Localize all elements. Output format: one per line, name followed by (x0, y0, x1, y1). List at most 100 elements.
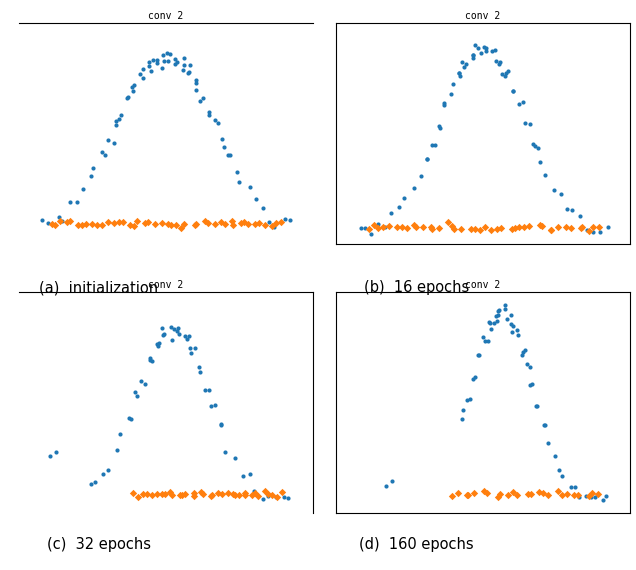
Point (502, 491, 513, 500)
Point (416, 172, 426, 181)
Point (590, 492, 600, 502)
Point (497, 69, 507, 78)
Point (157, 218, 167, 227)
Point (557, 472, 567, 481)
Title: conv 2: conv 2 (148, 11, 183, 21)
Point (493, 310, 503, 319)
Point (190, 220, 200, 229)
Point (152, 56, 162, 65)
Point (245, 182, 255, 192)
Point (277, 488, 287, 497)
Point (115, 429, 125, 438)
Text: (b)  16 epochs: (b) 16 epochs (364, 280, 469, 295)
Point (586, 492, 596, 501)
Point (439, 99, 450, 108)
Point (266, 222, 277, 231)
Point (65, 198, 75, 207)
Point (481, 46, 492, 55)
Point (554, 466, 564, 475)
Title: conv 2: conv 2 (466, 11, 501, 21)
Point (179, 53, 189, 62)
Point (537, 222, 548, 231)
Point (459, 62, 469, 71)
Point (461, 59, 471, 68)
Point (270, 218, 280, 227)
Point (522, 360, 532, 369)
Point (51, 447, 61, 457)
Point (448, 225, 459, 234)
Point (154, 339, 164, 348)
Point (562, 490, 572, 499)
Point (200, 217, 210, 226)
Point (244, 469, 254, 478)
Point (62, 217, 72, 226)
Point (206, 491, 216, 500)
Point (37, 215, 47, 225)
Point (457, 225, 467, 234)
Point (553, 222, 563, 231)
Point (212, 489, 223, 498)
Point (453, 488, 463, 498)
Point (216, 217, 226, 226)
Point (90, 478, 100, 487)
Point (593, 490, 604, 499)
Point (525, 380, 535, 389)
Point (195, 368, 205, 377)
Point (78, 220, 88, 229)
Point (491, 312, 501, 321)
Point (279, 493, 289, 502)
Point (207, 491, 217, 500)
Point (534, 488, 544, 497)
Point (455, 71, 465, 80)
Point (200, 385, 211, 394)
Point (118, 218, 128, 227)
Point (210, 220, 220, 229)
Point (267, 490, 277, 499)
Point (492, 317, 502, 326)
Point (490, 46, 500, 55)
Point (128, 488, 138, 498)
Point (72, 198, 82, 207)
Point (53, 213, 64, 222)
Point (140, 380, 150, 389)
Point (560, 222, 570, 231)
Point (556, 190, 566, 199)
Point (528, 140, 538, 149)
Point (146, 353, 156, 363)
Title: conv 2: conv 2 (148, 280, 183, 290)
Point (144, 61, 155, 70)
Point (520, 118, 530, 127)
Point (191, 75, 201, 84)
Point (448, 79, 458, 88)
Text: (c)  32 epochs: (c) 32 epochs (46, 537, 151, 552)
Point (525, 120, 535, 129)
Point (112, 446, 122, 455)
Point (47, 219, 57, 229)
Point (109, 139, 119, 148)
Point (463, 490, 473, 499)
Point (259, 486, 270, 495)
Point (228, 489, 238, 498)
Point (508, 321, 518, 331)
Point (230, 453, 240, 462)
Point (45, 451, 55, 461)
Point (238, 471, 248, 481)
Point (174, 490, 184, 499)
Point (263, 489, 273, 498)
Point (88, 164, 98, 173)
Point (272, 492, 282, 502)
Point (247, 491, 257, 500)
Point (254, 218, 265, 227)
Point (594, 222, 604, 231)
Point (366, 229, 377, 238)
Point (243, 219, 253, 229)
Point (142, 489, 152, 498)
Point (483, 336, 493, 345)
Point (198, 489, 208, 498)
Point (575, 211, 585, 221)
Point (103, 135, 113, 144)
Point (122, 93, 132, 103)
Point (158, 51, 168, 60)
Point (484, 317, 494, 326)
Point (386, 209, 396, 218)
